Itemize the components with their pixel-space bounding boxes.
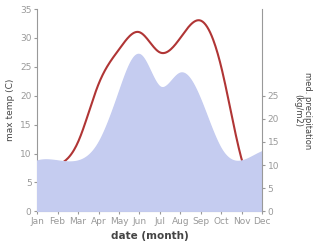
X-axis label: date (month): date (month) — [111, 231, 189, 242]
Y-axis label: med. precipitation
(kg/m2): med. precipitation (kg/m2) — [293, 72, 313, 149]
Y-axis label: max temp (C): max temp (C) — [5, 79, 15, 141]
